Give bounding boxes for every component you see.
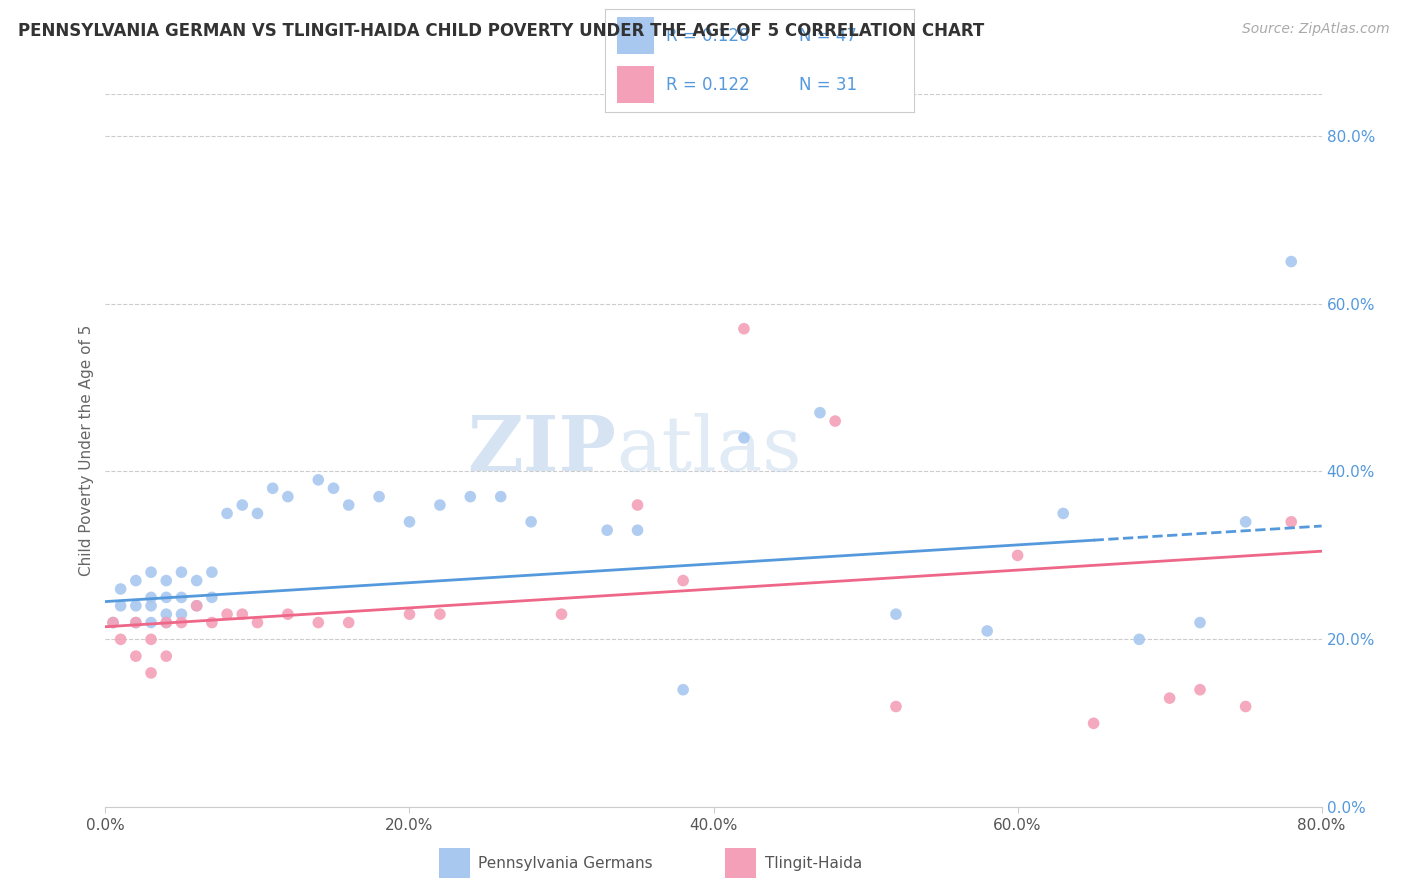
Point	[170, 615, 193, 630]
Point	[139, 565, 162, 579]
Point	[322, 481, 344, 495]
Point	[155, 574, 177, 588]
Bar	[617, 17, 654, 54]
Point	[672, 574, 695, 588]
Point	[110, 599, 132, 613]
Point	[217, 607, 239, 622]
Point	[626, 498, 648, 512]
Point	[1279, 254, 1302, 268]
Point	[231, 498, 253, 512]
Point	[398, 607, 420, 622]
Point	[1128, 632, 1150, 647]
Point	[155, 607, 177, 622]
Text: R = 0.128: R = 0.128	[666, 27, 749, 45]
Point	[307, 473, 329, 487]
Text: Source: ZipAtlas.com: Source: ZipAtlas.com	[1241, 22, 1389, 37]
Point	[1188, 682, 1211, 697]
Point	[155, 649, 177, 664]
Point	[1159, 691, 1181, 706]
Point	[155, 615, 177, 630]
Point	[201, 615, 224, 630]
Point	[125, 649, 148, 664]
Bar	[617, 66, 654, 103]
Y-axis label: Child Poverty Under the Age of 5: Child Poverty Under the Age of 5	[79, 325, 94, 576]
Point	[170, 565, 193, 579]
Point	[125, 599, 148, 613]
Point	[186, 599, 208, 613]
Text: N = 31: N = 31	[800, 76, 858, 94]
Point	[155, 615, 177, 630]
Point	[246, 507, 269, 521]
Point	[824, 414, 846, 428]
Text: atlas: atlas	[616, 414, 801, 487]
Point	[246, 615, 269, 630]
Point	[733, 431, 755, 445]
Point	[186, 574, 208, 588]
Point	[733, 322, 755, 336]
Point	[277, 490, 299, 504]
Point	[307, 615, 329, 630]
Point	[337, 615, 360, 630]
Point	[884, 607, 907, 622]
Point	[110, 582, 132, 596]
Point	[139, 665, 162, 680]
Point	[125, 615, 148, 630]
Point	[429, 498, 451, 512]
Point	[489, 490, 512, 504]
Point	[884, 699, 907, 714]
Point	[1083, 716, 1105, 731]
Point	[139, 599, 162, 613]
Point	[398, 515, 420, 529]
Point	[672, 682, 695, 697]
Text: R = 0.122: R = 0.122	[666, 76, 749, 94]
Point	[277, 607, 299, 622]
Bar	[439, 848, 470, 878]
Text: PENNSYLVANIA GERMAN VS TLINGIT-HAIDA CHILD POVERTY UNDER THE AGE OF 5 CORRELATIO: PENNSYLVANIA GERMAN VS TLINGIT-HAIDA CHI…	[18, 22, 984, 40]
Point	[626, 523, 648, 537]
Point	[231, 607, 253, 622]
Point	[262, 481, 284, 495]
Point	[458, 490, 481, 504]
Point	[1234, 515, 1257, 529]
Point	[139, 591, 162, 605]
Bar	[725, 848, 756, 878]
Point	[1007, 549, 1029, 563]
Point	[337, 498, 360, 512]
Text: N = 47: N = 47	[800, 27, 858, 45]
Text: Tlingit-Haida: Tlingit-Haida	[765, 855, 862, 871]
Text: Pennsylvania Germans: Pennsylvania Germans	[478, 855, 652, 871]
Point	[139, 632, 162, 647]
Point	[368, 490, 391, 504]
Point	[186, 599, 208, 613]
Point	[976, 624, 998, 638]
Point	[125, 574, 148, 588]
Point	[110, 632, 132, 647]
Point	[201, 565, 224, 579]
Point	[808, 406, 831, 420]
Point	[429, 607, 451, 622]
Point	[101, 615, 124, 630]
Point	[125, 615, 148, 630]
Point	[201, 591, 224, 605]
Point	[596, 523, 619, 537]
Point	[550, 607, 572, 622]
Point	[170, 591, 193, 605]
Point	[101, 615, 124, 630]
Point	[139, 615, 162, 630]
Point	[1279, 515, 1302, 529]
Point	[170, 607, 193, 622]
Point	[1234, 699, 1257, 714]
Text: ZIP: ZIP	[467, 414, 616, 487]
Point	[520, 515, 543, 529]
Point	[1052, 507, 1074, 521]
Point	[1188, 615, 1211, 630]
Point	[217, 507, 239, 521]
Point	[155, 591, 177, 605]
